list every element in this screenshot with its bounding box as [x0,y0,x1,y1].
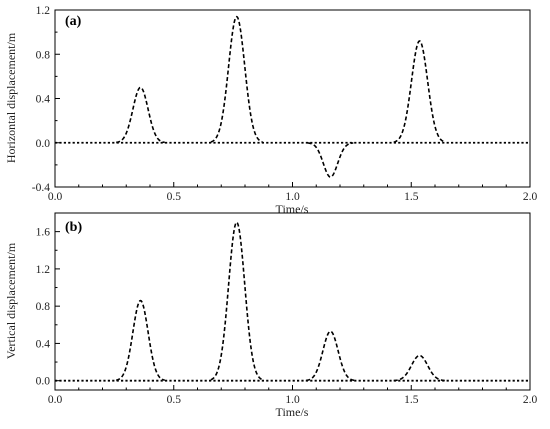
panel-b-xlabel: Time/s [276,405,309,419]
panel-a-pulse-2 [307,142,354,178]
panel-a-ytick-label-4: 1.2 [36,5,51,17]
panel-b-ytick-label-3: 1.2 [36,264,51,276]
panel-b-ticks: 0.0 0.5 1.0 1.5 2.0 0.0 0.4 0.8 1.2 1.6 [36,227,538,406]
panel-a: 0.0 0.5 1.0 1.5 2.0-0.40.00.40.81.2 (a) Time… [4,5,537,216]
panel-b-xtick-label-4: 2.0 [523,394,538,406]
panel-a-xtick-label-0: 0.0 [48,191,63,203]
panel-b-tag: (b) [65,220,82,235]
panel-b-xtick-label-3: 1.5 [404,394,419,406]
panel-b-ytick-label-0: 0.0 [36,376,51,388]
panel-b-pulse-0 [116,299,165,381]
panel-a-ytick-label-2: 0.4 [36,94,51,106]
panel-a-xtick-label-4: 2.0 [523,191,538,203]
panel-a-xtick-label-2: 1.0 [285,191,300,203]
panel-b-ytick-label-4: 1.6 [36,227,51,239]
panel-b-ylabel: Vertical displacement/m [4,242,18,359]
panel-a-ticks: 0.0 0.5 1.0 1.5 2.0-0.40.00.40.81.2 [32,5,538,203]
panel-a-pulse-1 [210,15,263,143]
panel-a-tag: (a) [65,14,82,29]
panel-b-pulse-2 [306,330,355,382]
panel-a-pulse-0 [116,86,165,144]
panel-b-xtick-label-0: 0.0 [48,394,63,406]
panel-b: 0.0 0.5 1.0 1.5 2.0 0.0 0.4 0.8 1.2 1.6 (b) Time/… [4,212,538,419]
panel-a-xlabel: Time/s [276,202,309,216]
panel-a-frame [54,9,531,188]
panel-b-pulse-3 [393,354,446,382]
panel-a-ytick-label-0: -0.4 [32,182,50,194]
panel-a-xtick-label-1: 0.5 [167,191,182,203]
panel-b-xtick-label-1: 0.5 [167,394,182,406]
panel-a-pulse-3 [393,40,446,143]
panel-b-frame [54,212,531,391]
panel-b-ytick-label-1: 0.4 [36,338,51,350]
panel-a-ytick-label-1: 0.0 [36,138,51,150]
panel-b-marks [55,221,530,382]
panel-b-ytick-label-2: 0.8 [36,301,51,313]
panel-a-marks [55,15,530,178]
panel-b-pulse-1 [210,221,263,381]
panel-a-ylabel: Horizontal displacement/m [4,32,18,163]
panel-b-xtick-label-2: 1.0 [285,394,300,406]
panel-a-ytick-label-3: 0.8 [36,49,51,61]
panel-a-xtick-label-3: 1.5 [404,191,419,203]
